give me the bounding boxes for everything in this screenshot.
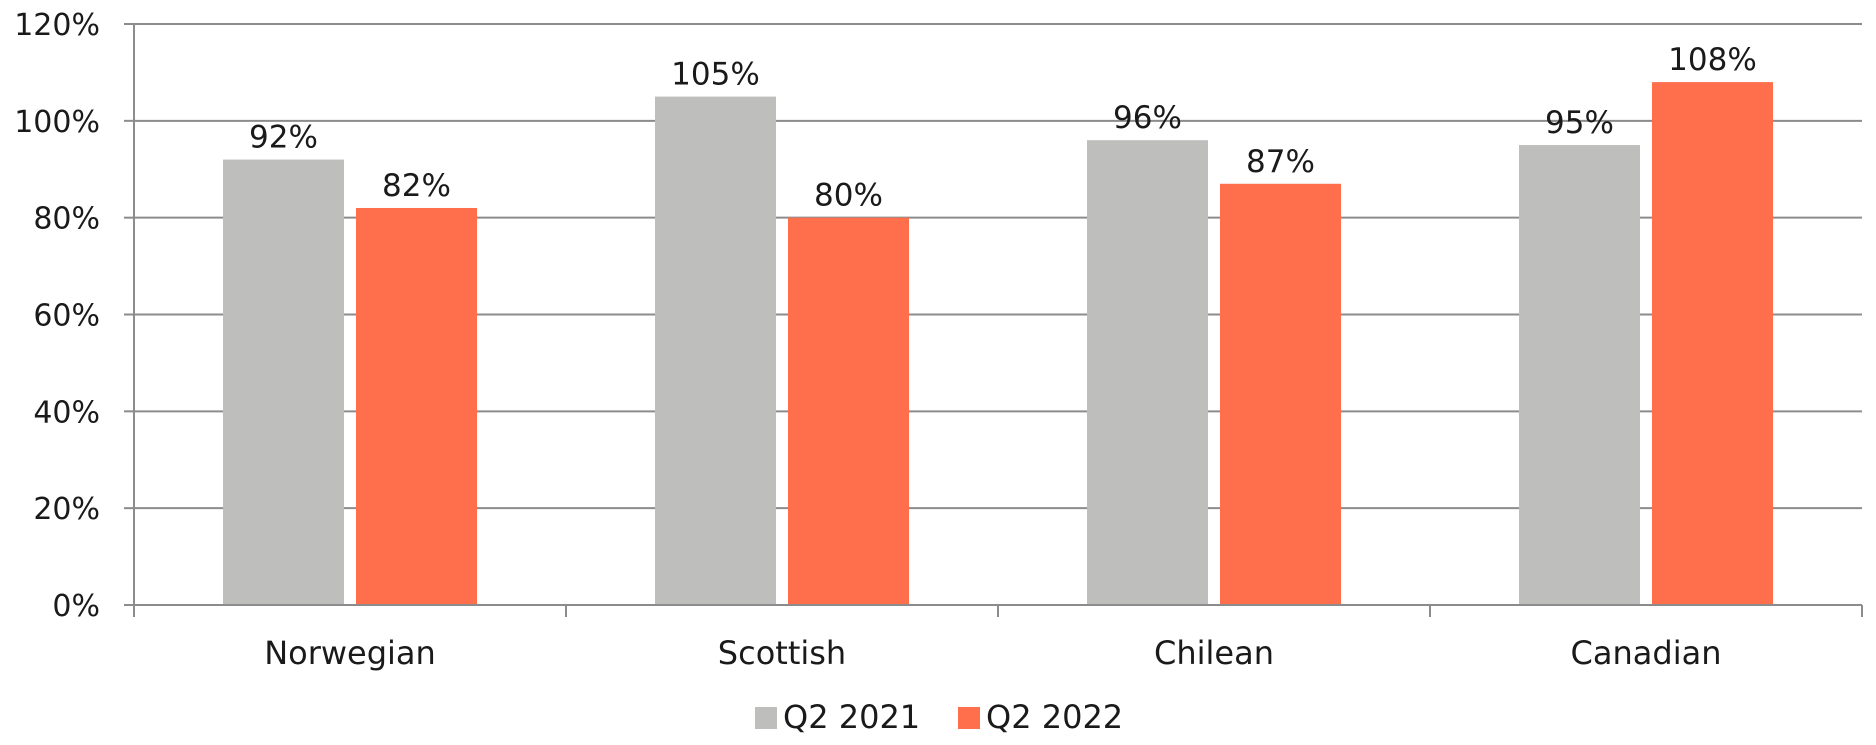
- y-tick-label: 100%: [14, 105, 100, 140]
- x-tick-label: Norwegian: [264, 634, 436, 672]
- bar-q2-2021-chilean: [1087, 140, 1208, 605]
- bar-q2-2021-norwegian: [223, 159, 344, 606]
- x-tick-label: Scottish: [718, 634, 846, 672]
- legend: Q2 2021 Q2 2022: [755, 698, 1123, 736]
- legend-item: Q2 2022: [958, 698, 1123, 736]
- y-tick-label: 20%: [33, 492, 100, 527]
- data-label: 92%: [249, 120, 318, 156]
- data-label: 87%: [1246, 144, 1315, 180]
- legend-label: Q2 2021: [783, 698, 920, 736]
- bar-q2-2022-chilean: [1220, 183, 1341, 605]
- y-tick-label: 0%: [52, 589, 100, 624]
- data-label: 105%: [671, 57, 760, 93]
- y-tick-label: 40%: [33, 395, 100, 430]
- data-label: 80%: [814, 178, 883, 214]
- legend-item: Q2 2021: [755, 698, 920, 736]
- data-label: 96%: [1113, 100, 1182, 136]
- legend-label: Q2 2022: [986, 698, 1123, 736]
- data-label: 82%: [382, 168, 451, 204]
- axes: 0% 20% 40% 60% 80% 100% 120% Norwegian Scottish C…: [14, 8, 1863, 672]
- bar-q2-2022-canadian: [1652, 82, 1773, 606]
- data-labels: 92% 82% 105% 80% 96% 87% 95% 108%: [249, 42, 1757, 214]
- x-tick-label: Canadian: [1571, 634, 1722, 672]
- data-label: 108%: [1668, 42, 1757, 78]
- legend-swatch: [755, 707, 777, 729]
- y-tick-label: 120%: [14, 8, 100, 43]
- data-label: 95%: [1545, 105, 1614, 141]
- bars: [223, 82, 1773, 606]
- y-tick-label: 60%: [33, 299, 100, 334]
- bar-q2-2021-canadian: [1519, 145, 1640, 605]
- y-tick-label: 80%: [33, 202, 100, 237]
- bar-q2-2022-norwegian: [356, 207, 477, 605]
- bar-q2-2022-scottish: [788, 217, 909, 605]
- legend-swatch: [958, 707, 980, 729]
- x-tick-label: Chilean: [1154, 634, 1274, 672]
- bar-q2-2021-scottish: [655, 96, 776, 605]
